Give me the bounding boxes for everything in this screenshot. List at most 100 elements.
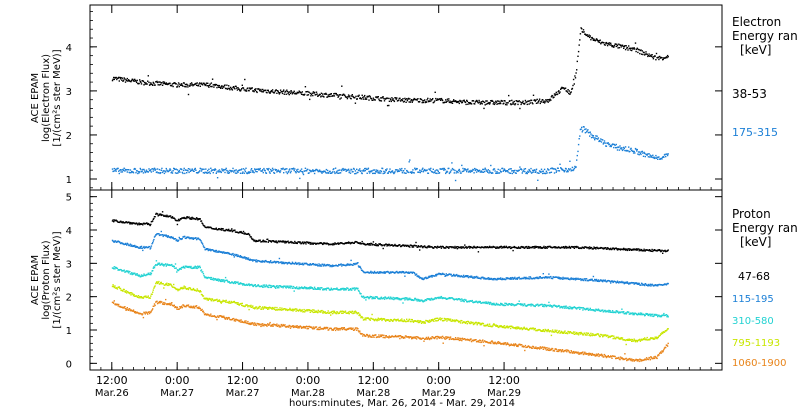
data-point: [327, 243, 329, 245]
data-point: [468, 245, 470, 248]
data-point: [147, 80, 149, 82]
data-point: [143, 84, 145, 86]
data-point: [501, 247, 503, 249]
data-point: [211, 169, 214, 171]
data-point: [420, 245, 423, 247]
data-point: [647, 55, 650, 57]
data-point: [525, 172, 527, 175]
data-point: [366, 243, 368, 246]
data-point: [172, 236, 174, 239]
data-point: [465, 299, 467, 301]
data-point: [399, 244, 401, 246]
data-point: [568, 92, 570, 95]
data-point: [498, 172, 501, 174]
data-point: [216, 86, 218, 89]
data-point: [617, 311, 619, 313]
data-point: [431, 98, 433, 101]
data-point: [415, 241, 417, 244]
data-point: [139, 247, 141, 249]
data-point: [388, 271, 390, 273]
data-point: [662, 252, 664, 254]
data-point: [629, 248, 631, 250]
data-point: [293, 90, 295, 92]
data-point: [439, 273, 441, 276]
data-point: [174, 263, 177, 265]
data-point: [496, 100, 499, 102]
data-point: [445, 274, 447, 277]
data-point: [420, 277, 423, 279]
data-point: [301, 262, 303, 265]
data-point: [152, 170, 154, 172]
data-point: [221, 251, 223, 253]
data-point: [195, 237, 197, 239]
data-point: [286, 286, 289, 288]
data-point: [547, 277, 549, 279]
data-point: [281, 241, 283, 243]
data-point: [393, 99, 395, 102]
data-point: [444, 169, 446, 171]
data-point: [665, 57, 667, 59]
data-point: [471, 170, 473, 172]
data-point: [428, 299, 431, 301]
data-point: [433, 298, 436, 300]
data-point: [474, 169, 477, 172]
data-point: [361, 240, 363, 243]
data-point: [129, 244, 131, 246]
data-point: [221, 87, 224, 89]
data-point: [509, 103, 512, 105]
data-point: [173, 283, 175, 286]
data-point: [281, 286, 284, 288]
data-point: [324, 242, 326, 244]
data-point: [421, 299, 423, 302]
data-point: [132, 295, 135, 297]
data-point: [284, 240, 287, 243]
data-point: [557, 277, 559, 279]
data-point: [628, 249, 630, 251]
data-point: [650, 314, 653, 316]
data-point: [199, 82, 201, 84]
data-point: [660, 315, 663, 318]
data-point: [638, 250, 640, 252]
data-point: [443, 169, 445, 171]
data-point: [354, 241, 356, 243]
data-point: [263, 284, 266, 286]
data-point: [485, 100, 487, 102]
data-point: [212, 249, 214, 252]
data-point: [290, 309, 292, 312]
data-point: [171, 216, 174, 218]
data-point: [137, 296, 139, 298]
data-point: [585, 308, 587, 311]
data-point: [126, 292, 128, 294]
data-point: [152, 289, 154, 291]
data-point: [407, 272, 409, 274]
data-point: [430, 167, 432, 170]
data-point: [141, 247, 143, 249]
data-point: [343, 93, 345, 95]
data-point: [188, 84, 190, 87]
data-point: [291, 263, 293, 265]
data-point: [209, 83, 211, 85]
data-point: [236, 253, 238, 256]
data-point: [333, 93, 335, 95]
data-point: [270, 286, 273, 289]
data-point: [532, 246, 535, 248]
data-point: [349, 264, 351, 266]
data-point: [591, 36, 593, 39]
data-point: [475, 300, 478, 303]
data-point: [636, 283, 638, 285]
data-point: [402, 244, 405, 246]
data-point: [169, 215, 172, 217]
data-point: [324, 170, 326, 173]
data-point: [202, 243, 204, 245]
data-point: [526, 172, 528, 175]
data-point: [329, 170, 331, 173]
data-point: [360, 242, 363, 245]
data-point: [140, 81, 142, 84]
data-point: [325, 289, 328, 291]
data-point: [111, 220, 114, 222]
data-point: [413, 172, 415, 174]
data-point: [256, 261, 258, 263]
data-point: [436, 172, 438, 175]
data-point: [145, 169, 148, 171]
data-point: [396, 270, 398, 273]
